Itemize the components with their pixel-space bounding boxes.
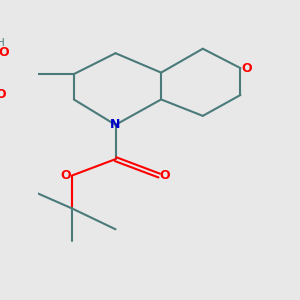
Text: O: O bbox=[159, 169, 170, 182]
Text: O: O bbox=[60, 169, 71, 182]
Text: O: O bbox=[241, 61, 252, 75]
Text: O: O bbox=[0, 46, 9, 59]
Text: H: H bbox=[0, 38, 5, 48]
Text: N: N bbox=[110, 118, 121, 131]
Text: O: O bbox=[0, 88, 7, 101]
